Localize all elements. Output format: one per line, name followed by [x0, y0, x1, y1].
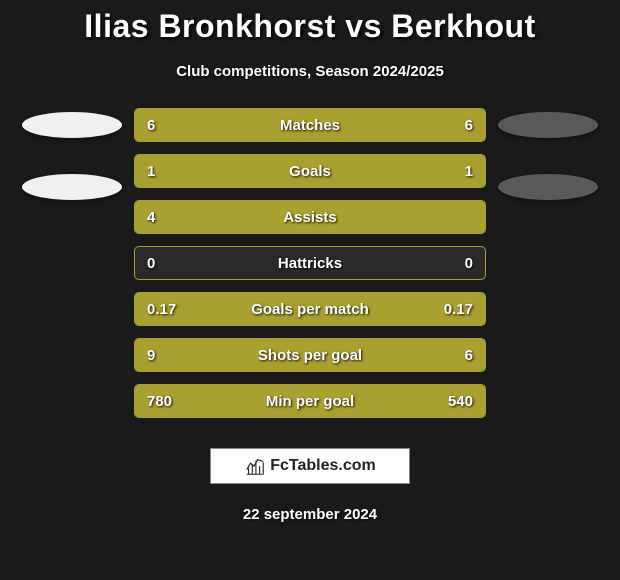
stat-row: 0.170.17Goals per match [134, 292, 486, 326]
player-right-ellipse-1 [498, 112, 598, 138]
stat-row: 11Goals [134, 154, 486, 188]
stats-area: 66Matches 11Goals 4Assists 00Hattricks 0.170… [0, 108, 620, 418]
date-label: 22 september 2024 [243, 506, 377, 523]
player-left-ellipse-1 [22, 112, 122, 138]
stat-row: 4Assists [134, 200, 486, 234]
stat-row: 780540Min per goal [134, 384, 486, 418]
page-subtitle: Club competitions, Season 2024/2025 [176, 63, 444, 80]
stat-label: Shots per goal [135, 347, 485, 364]
stat-label: Matches [135, 117, 485, 134]
comparison-infographic: Ilias Bronkhorst vs Berkhout Club compet… [0, 0, 620, 580]
brand-box[interactable]: FcTables.com [210, 448, 410, 484]
page-title: Ilias Bronkhorst vs Berkhout [84, 8, 535, 45]
stat-row: 66Matches [134, 108, 486, 142]
player-left-ellipse-2 [22, 174, 122, 200]
stat-label: Goals per match [135, 301, 485, 318]
stat-row: 96Shots per goal [134, 338, 486, 372]
left-player-badges [22, 108, 122, 200]
stat-label: Goals [135, 163, 485, 180]
stat-row: 00Hattricks [134, 246, 486, 280]
right-player-badges [498, 108, 598, 200]
stat-label: Hattricks [135, 255, 485, 272]
stat-label: Min per goal [135, 393, 485, 410]
player-right-ellipse-2 [498, 174, 598, 200]
fctables-logo-icon [244, 455, 266, 477]
stats-column: 66Matches 11Goals 4Assists 00Hattricks 0.170… [134, 108, 486, 418]
stat-label: Assists [135, 209, 485, 226]
brand-label: FcTables.com [270, 457, 376, 475]
